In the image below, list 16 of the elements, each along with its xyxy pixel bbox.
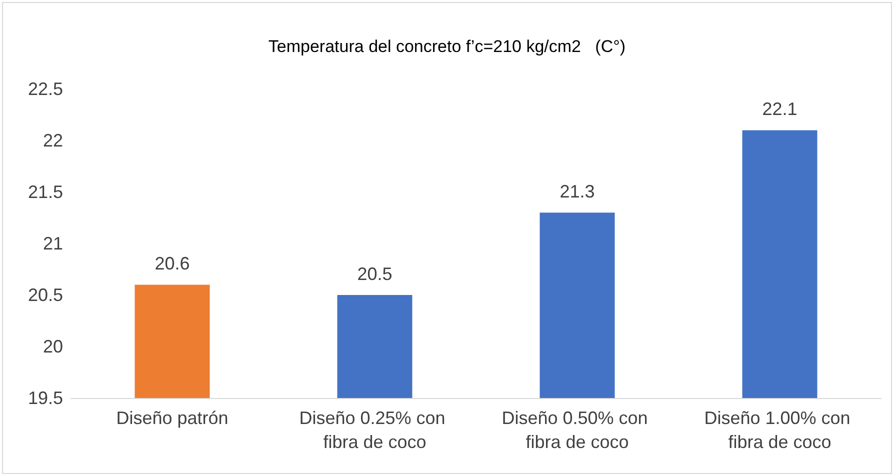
data-label: 21.3 <box>560 182 595 202</box>
chart-title: Temperatura del concreto f’c=210 kg/cm2 (C°) <box>268 37 626 56</box>
y-tick-label: 20 <box>42 336 63 356</box>
y-tick-label: 22 <box>42 130 63 150</box>
data-label: 22.1 <box>762 99 798 120</box>
y-tick-label: 21.5 <box>28 182 63 202</box>
y-tick-label: 20.5 <box>28 285 63 305</box>
x-tick-label: Diseño 0.25% con fibra de coco <box>299 408 450 452</box>
y-tick-label: 19.5 <box>28 388 63 408</box>
data-label: 20.5 <box>357 264 392 284</box>
x-tick-label: Diseño 1.00% con fibra de coco <box>704 408 856 452</box>
data-label: 20.6 <box>154 254 190 274</box>
y-tick-label: 21 <box>42 234 63 254</box>
y-tick-label: 22.5 <box>28 79 63 99</box>
x-tick-label: Diseño patrón <box>116 408 228 428</box>
x-tick-label: Diseño 0.50% con fibra de coco <box>502 408 653 452</box>
